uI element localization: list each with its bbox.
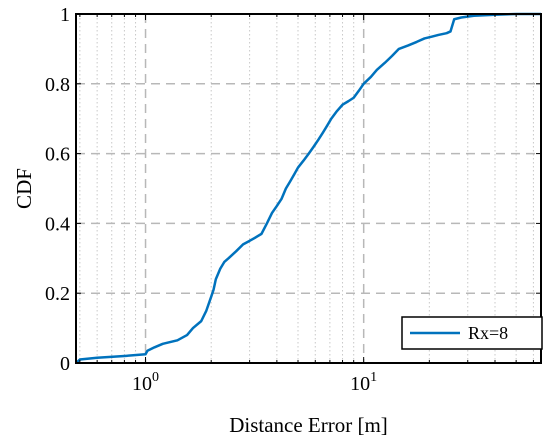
series-layer bbox=[75, 12, 541, 364]
y-tick-label: 0.6 bbox=[45, 144, 70, 166]
x-tick-label-base: 10 bbox=[132, 373, 152, 395]
x-tick-label: 100 bbox=[132, 370, 159, 395]
x-axis-label: Distance Error [m] bbox=[229, 413, 388, 437]
y-tick-label: 0.2 bbox=[45, 283, 70, 305]
grid-major-lines bbox=[76, 14, 541, 363]
y-axis-label: CDF bbox=[12, 168, 36, 209]
y-tick-label: 0.4 bbox=[45, 213, 70, 235]
plot-frame bbox=[75, 13, 542, 364]
grid-minor-lines bbox=[79, 14, 534, 363]
y-tick-label: 0 bbox=[60, 353, 70, 375]
series-line-rx8 bbox=[75, 12, 541, 364]
tick-marks bbox=[76, 13, 541, 364]
y-tick-labels: 0 0.2 0.4 0.6 0.8 1 bbox=[45, 4, 70, 375]
y-tick-label: 0.8 bbox=[45, 74, 70, 96]
y-tick-label: 1 bbox=[60, 4, 70, 26]
x-tick-label-exponent: 1 bbox=[370, 370, 377, 385]
x-tick-label: 101 bbox=[350, 370, 377, 395]
legend: Rx=8 bbox=[401, 316, 543, 350]
x-tick-label-base: 10 bbox=[350, 373, 370, 395]
x-tick-labels: 100 101 bbox=[132, 370, 377, 395]
legend-entry-label: Rx=8 bbox=[468, 323, 508, 343]
x-tick-label-exponent: 0 bbox=[152, 370, 159, 385]
